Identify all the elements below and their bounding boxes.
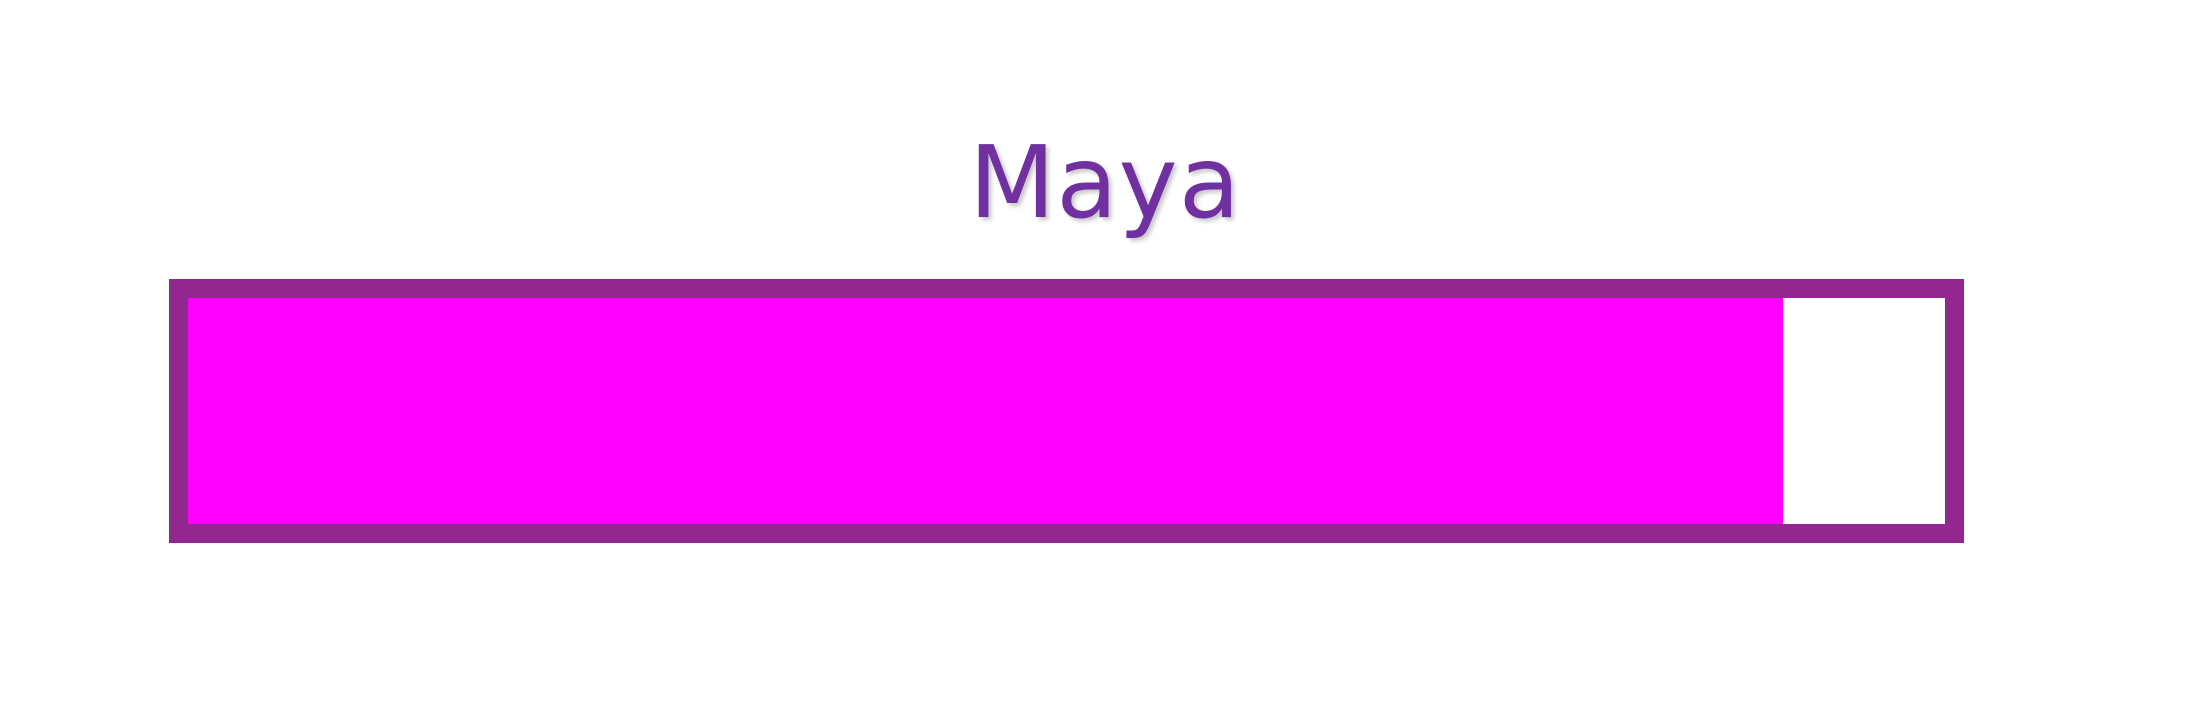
progress-bar	[169, 279, 1964, 543]
skill-title: Maya	[0, 118, 2210, 248]
progress-bar-fill	[188, 298, 1783, 524]
